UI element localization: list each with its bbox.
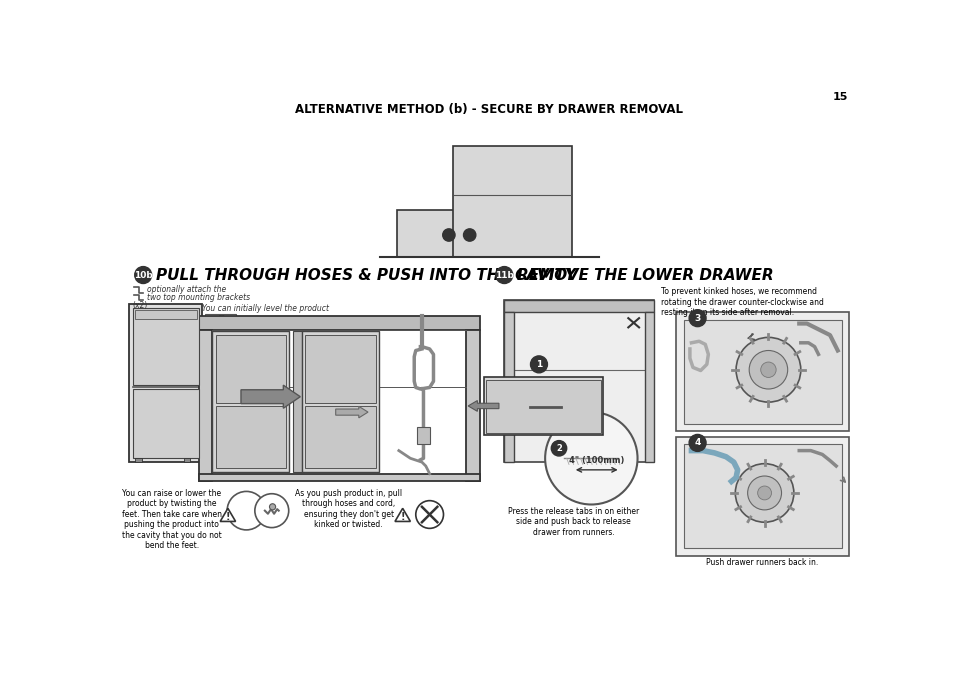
Text: optionally attach the: optionally attach the	[147, 285, 226, 294]
Circle shape	[227, 491, 265, 530]
Bar	[453, 146, 572, 256]
Text: (x2): (x2)	[132, 301, 148, 310]
Circle shape	[688, 435, 705, 452]
Text: Press the release tabs in on either
side and push back to release
drawer from ru: Press the release tabs in on either side…	[507, 507, 639, 537]
Circle shape	[551, 441, 566, 456]
Text: You can initially level the product: You can initially level the product	[202, 304, 329, 313]
Text: !: !	[400, 512, 404, 522]
Circle shape	[688, 310, 705, 327]
Polygon shape	[395, 508, 410, 522]
Bar	[305, 406, 375, 468]
Bar	[133, 308, 198, 385]
FancyArrow shape	[335, 406, 368, 418]
Text: 4: 4	[694, 438, 700, 448]
Bar	[416, 427, 430, 444]
Bar	[293, 331, 301, 472]
Bar	[130, 304, 202, 462]
Text: To prevent kinked hoses, we recommend
rotating the drawer counter-clockwise and
: To prevent kinked hoses, we recommend ro…	[659, 288, 822, 317]
Bar	[504, 300, 654, 462]
Circle shape	[463, 229, 476, 241]
Bar	[396, 211, 480, 256]
Bar	[683, 320, 841, 424]
Bar	[135, 458, 141, 462]
Bar	[485, 380, 600, 433]
Circle shape	[269, 504, 275, 510]
Circle shape	[544, 412, 637, 504]
Bar	[683, 444, 841, 548]
Circle shape	[530, 356, 547, 373]
Circle shape	[442, 229, 455, 241]
Bar	[644, 312, 654, 462]
Bar	[483, 377, 602, 435]
Text: 4" (100mm): 4" (100mm)	[568, 456, 624, 465]
Text: REMOVE THE LOWER DRAWER: REMOVE THE LOWER DRAWER	[517, 267, 773, 283]
Circle shape	[416, 501, 443, 529]
Text: Push drawer runners back in.: Push drawer runners back in.	[705, 558, 818, 568]
Text: As you push product in, pull
through hoses and cord,
ensuring they don't get
kin: As you push product in, pull through hos…	[294, 489, 402, 529]
Text: 3: 3	[694, 314, 700, 323]
Bar	[198, 316, 479, 329]
Circle shape	[747, 476, 781, 510]
Bar	[213, 331, 289, 472]
Bar	[134, 310, 197, 319]
Circle shape	[760, 362, 776, 377]
Text: two top mounting brackets: two top mounting brackets	[147, 293, 250, 302]
Text: 11b: 11b	[495, 271, 514, 279]
Bar	[133, 389, 198, 458]
Text: You can raise or lower the
product by twisting the
feet. Then take care when
pus: You can raise or lower the product by tw…	[122, 489, 221, 550]
Bar	[215, 406, 286, 468]
Circle shape	[748, 350, 787, 389]
Circle shape	[496, 267, 513, 284]
Bar	[676, 437, 848, 556]
Bar	[305, 335, 375, 403]
Circle shape	[218, 315, 225, 321]
Text: 10b: 10b	[133, 271, 152, 279]
FancyArrow shape	[241, 385, 300, 408]
Circle shape	[757, 486, 771, 500]
FancyArrow shape	[468, 400, 498, 411]
Text: 2: 2	[556, 443, 561, 453]
Circle shape	[735, 464, 793, 522]
Text: PULL THROUGH HOSES & PUSH INTO THE CAVITY: PULL THROUGH HOSES & PUSH INTO THE CAVIT…	[155, 267, 575, 283]
Bar	[205, 315, 235, 322]
Text: 1: 1	[536, 360, 541, 369]
Polygon shape	[220, 508, 235, 522]
Bar	[215, 335, 286, 403]
Bar	[301, 331, 378, 472]
Bar	[465, 329, 479, 481]
Bar	[504, 312, 513, 462]
Bar	[504, 300, 654, 312]
Bar	[198, 474, 479, 481]
Circle shape	[134, 267, 152, 284]
Bar	[184, 458, 190, 462]
Text: V: V	[420, 433, 425, 439]
Text: !: !	[226, 512, 230, 522]
Text: ALTERNATIVE METHOD (b) - SECURE BY DRAWER REMOVAL: ALTERNATIVE METHOD (b) - SECURE BY DRAWE…	[294, 103, 682, 115]
Text: 15: 15	[832, 92, 847, 102]
Bar	[676, 312, 848, 431]
Circle shape	[254, 493, 289, 528]
Circle shape	[736, 338, 800, 402]
Bar	[198, 329, 213, 481]
